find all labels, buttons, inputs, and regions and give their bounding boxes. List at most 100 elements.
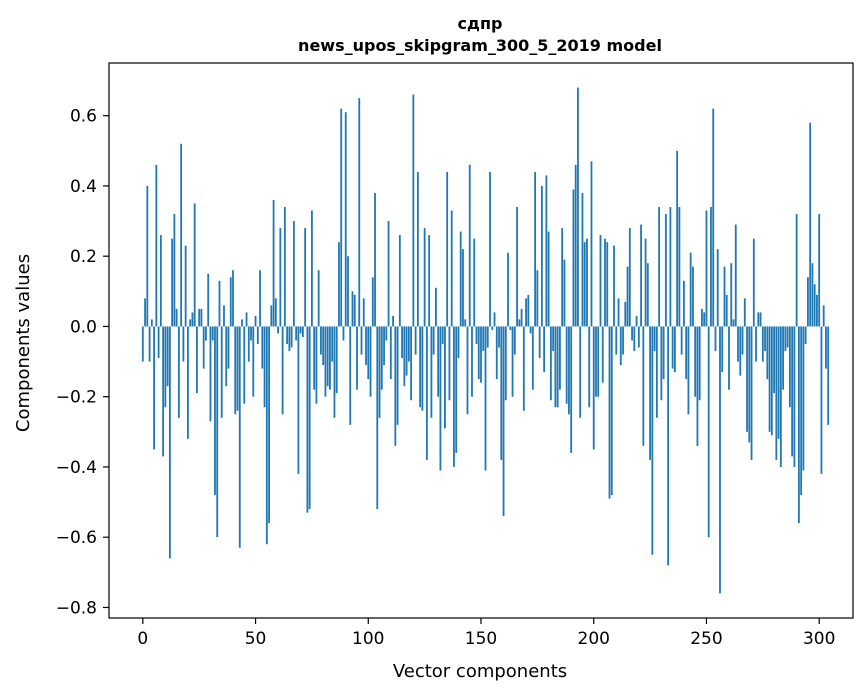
bar-106 xyxy=(380,326,383,390)
bar-179 xyxy=(545,175,548,327)
bar-145 xyxy=(468,164,471,327)
bar-291 xyxy=(797,326,800,524)
bar-66 xyxy=(290,326,293,348)
bar-228 xyxy=(655,326,658,418)
bar-297 xyxy=(811,263,814,327)
bar-44 xyxy=(241,319,243,327)
bar-303 xyxy=(825,326,827,369)
bar-10 xyxy=(164,326,167,408)
bar-261 xyxy=(730,263,733,327)
bar-78 xyxy=(317,270,320,327)
bar-171 xyxy=(527,294,530,327)
bar-173 xyxy=(531,326,534,390)
bar-299 xyxy=(816,294,818,327)
bar-49 xyxy=(252,326,255,397)
bar-201 xyxy=(595,326,597,397)
bar-123 xyxy=(419,326,422,408)
bar-17 xyxy=(180,143,183,327)
bar-37 xyxy=(225,326,228,387)
x-tick-label: 150 xyxy=(465,629,497,649)
bar-20 xyxy=(187,326,189,439)
bar-132 xyxy=(439,326,442,471)
bar-54 xyxy=(263,326,266,408)
x-tick-label: 250 xyxy=(690,629,722,649)
bar-130 xyxy=(435,287,437,327)
bar-258 xyxy=(723,266,726,327)
bar-0 xyxy=(141,326,144,362)
bar-257 xyxy=(721,326,724,373)
bar-192 xyxy=(574,164,577,327)
bar-26 xyxy=(200,308,203,327)
bar-170 xyxy=(525,298,527,327)
bar-158 xyxy=(498,326,500,348)
bar-292 xyxy=(800,326,803,496)
x-tick-label: 0 xyxy=(137,629,148,649)
bar-203 xyxy=(599,235,602,327)
bar-28 xyxy=(205,326,207,341)
bar-285 xyxy=(784,326,787,352)
bar-94 xyxy=(353,294,356,327)
bar-197 xyxy=(586,238,588,327)
bar-165 xyxy=(513,326,516,355)
bar-155 xyxy=(491,326,494,330)
bar-253 xyxy=(712,108,715,327)
bar-175 xyxy=(536,270,539,327)
bar-219 xyxy=(635,315,638,327)
bar-43 xyxy=(238,326,241,548)
bar-247 xyxy=(698,326,701,401)
bar-116 xyxy=(403,326,406,387)
bar-113 xyxy=(396,326,399,425)
bar-39 xyxy=(229,277,232,327)
bar-160 xyxy=(502,326,505,517)
bar-268 xyxy=(746,326,748,432)
bar-50 xyxy=(254,315,257,327)
y-tick-label: 0.2 xyxy=(70,247,97,267)
bar-302 xyxy=(822,305,825,327)
bar-284 xyxy=(782,326,785,390)
bar-19 xyxy=(184,245,187,327)
bar-177 xyxy=(540,185,543,327)
x-tick-label: 200 xyxy=(578,629,610,649)
bar-217 xyxy=(631,326,633,341)
bar-225 xyxy=(649,326,651,460)
bar-290 xyxy=(795,214,798,327)
bar-205 xyxy=(604,238,606,327)
bar-265 xyxy=(739,326,742,376)
bar-276 xyxy=(764,326,766,352)
bar-152 xyxy=(484,326,487,471)
bar-41 xyxy=(234,326,237,415)
x-axis-ticks: 0 50 100 150 200 250 300 xyxy=(137,618,835,649)
bar-90 xyxy=(344,112,347,327)
bar-142 xyxy=(462,249,464,327)
bar-3 xyxy=(148,326,151,362)
bar-227 xyxy=(653,326,656,352)
bar-166 xyxy=(516,207,518,327)
bar-150 xyxy=(480,326,482,383)
bar-97 xyxy=(360,326,363,355)
bar-141 xyxy=(459,231,462,327)
bar-83 xyxy=(329,326,331,390)
bar-80 xyxy=(322,326,325,366)
bar-45 xyxy=(243,326,246,404)
bar-31 xyxy=(211,326,214,341)
bar-93 xyxy=(351,291,354,327)
bar-137 xyxy=(450,210,453,327)
bar-163 xyxy=(509,326,512,330)
bar-70 xyxy=(299,326,302,334)
bar-36 xyxy=(223,305,225,327)
bar-102 xyxy=(371,277,374,327)
bar-51 xyxy=(256,326,259,345)
bar-156 xyxy=(493,312,496,327)
bar-188 xyxy=(565,326,568,404)
bar-117 xyxy=(405,326,408,376)
bar-263 xyxy=(734,224,737,327)
bar-223 xyxy=(644,238,647,327)
bar-267 xyxy=(743,298,746,327)
bar-190 xyxy=(570,326,573,453)
bar-218 xyxy=(633,326,636,352)
bar-280 xyxy=(773,326,775,394)
bar-281 xyxy=(775,326,778,460)
bar-131 xyxy=(437,326,440,397)
bar-27 xyxy=(202,326,205,369)
bar-298 xyxy=(813,284,816,327)
